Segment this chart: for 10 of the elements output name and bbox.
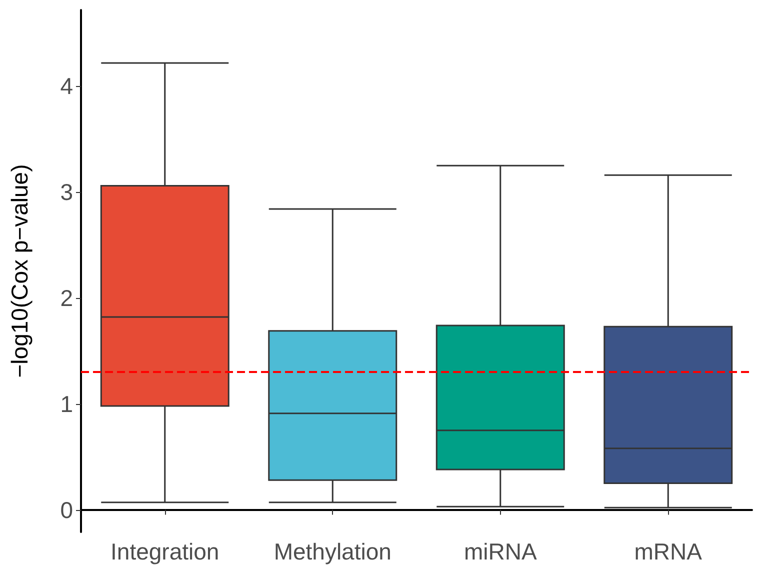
- y-axis-title: −log10(Cox p−value): [6, 164, 32, 378]
- x-tick-label: Integration: [110, 538, 220, 564]
- y-tick-label: 4: [60, 73, 74, 100]
- x-tick-label: miRNA: [464, 538, 538, 564]
- y-tick-label: 3: [60, 179, 73, 206]
- y-tick-label: 0: [60, 496, 73, 523]
- x-tick-label: Methylation: [274, 538, 392, 564]
- x-tick-label: mRNA: [634, 538, 703, 564]
- y-tick-label: 2: [60, 285, 73, 311]
- y-tick-label: 1: [60, 390, 73, 417]
